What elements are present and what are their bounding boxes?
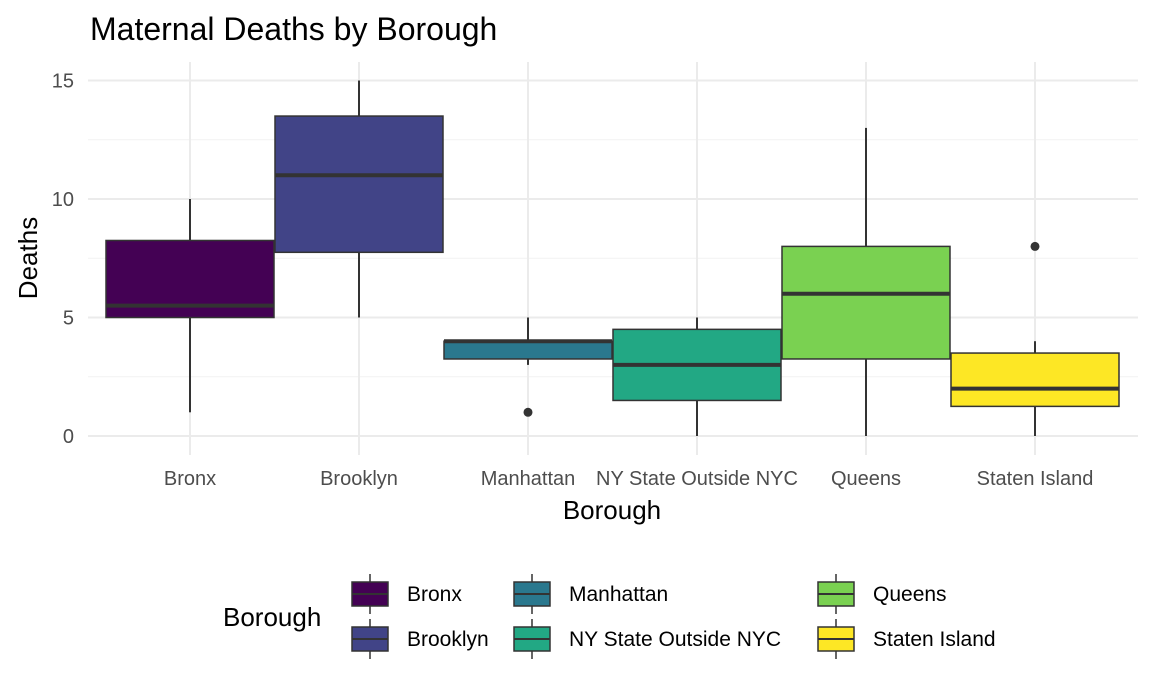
- box-ny-state-outside-nyc: [612, 317, 782, 436]
- legend-title: Borough: [223, 602, 321, 632]
- box-manhattan: [443, 317, 613, 417]
- box-body: [443, 340, 613, 360]
- outlier-point: [1030, 241, 1040, 251]
- x-axis-title: Borough: [563, 495, 661, 525]
- box-bronx: [105, 199, 275, 413]
- legend-label: Bronx: [407, 583, 462, 606]
- y-tick-labels: 0 5 10 15: [52, 71, 74, 449]
- x-tick-labels: Bronx Brooklyn Manhattan NY State Outside N…: [164, 468, 1094, 490]
- y-tick-label: 0: [63, 426, 74, 448]
- y-axis-title: Deaths: [13, 217, 43, 299]
- legend-item-brooklyn: Brooklyn: [351, 619, 489, 659]
- legend-label: Queens: [873, 583, 947, 606]
- box-body: [950, 352, 1120, 408]
- legend-item-ny-state-outside-nyc: NY State Outside NYC: [513, 619, 781, 659]
- legend-label: NY State Outside NYC: [569, 628, 781, 651]
- x-tick-label: Brooklyn: [320, 468, 398, 490]
- box-body: [274, 115, 444, 254]
- legend-item-staten-island: Staten Island: [817, 619, 996, 659]
- boxes: [105, 80, 1120, 436]
- x-tick-label: Staten Island: [977, 468, 1094, 490]
- legend-item-bronx: Bronx: [351, 574, 462, 614]
- chart-title: Maternal Deaths by Borough: [90, 11, 497, 47]
- x-tick-label: Queens: [831, 468, 901, 490]
- y-tick-label: 10: [52, 189, 74, 211]
- y-tick-label: 5: [63, 308, 74, 330]
- x-tick-label: Bronx: [164, 468, 216, 490]
- legend-item-manhattan: Manhattan: [513, 574, 668, 614]
- x-tick-label: NY State Outside NYC: [596, 468, 798, 490]
- legend-item-queens: Queens: [817, 574, 947, 614]
- legend-label: Manhattan: [569, 583, 668, 606]
- x-tick-label: Manhattan: [481, 468, 576, 490]
- legend: Bronx Brooklyn Manhattan NY State Outside N…: [351, 574, 996, 659]
- y-tick-label: 15: [52, 71, 74, 93]
- box-staten-island: [950, 241, 1120, 436]
- legend-label: Staten Island: [873, 628, 996, 651]
- box-body: [781, 245, 951, 360]
- outlier-point: [523, 407, 533, 417]
- box-brooklyn: [274, 80, 444, 318]
- legend-label: Brooklyn: [407, 628, 489, 651]
- box-queens: [781, 127, 951, 436]
